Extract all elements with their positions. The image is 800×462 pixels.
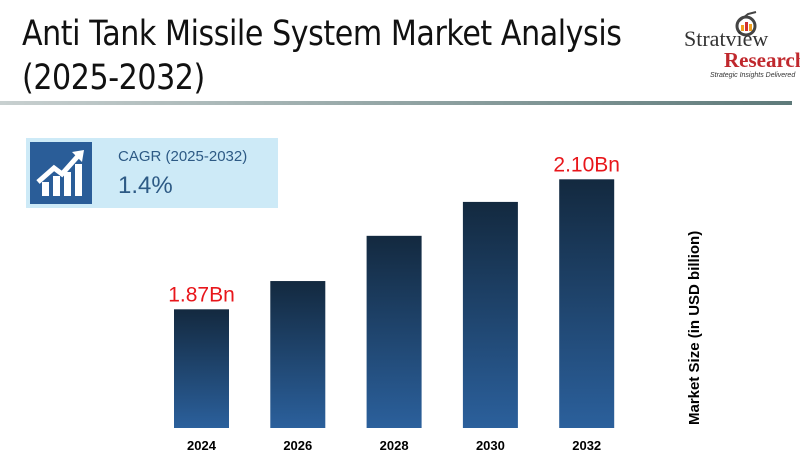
bar-2024 [174,309,229,428]
bar-2028 [366,235,422,428]
bar-2032 [559,179,615,428]
header-divider [0,101,792,105]
growth-chart-icon [30,142,92,204]
magnifier-chart-icon [735,11,757,37]
logo-sub: Research [724,48,800,72]
page-title: Anti Tank Missile System Market Analysis… [22,12,676,100]
logo-name: Stratview [684,26,769,51]
y-axis-label: Market Size (in USD billion) [686,230,703,425]
title-line-1: Anti Tank Missile System Market Analysis [22,14,622,54]
x-tick-label: 2030 [476,438,505,453]
data-label: 1.87Bn [168,283,235,306]
cagr-box: CAGR (2025-2032) 1.4% [26,138,278,208]
cagr-value: 1.4% [118,172,173,199]
x-tick-label: 2032 [572,438,601,453]
x-tick-label: 2028 [380,438,409,453]
stratview-logo: Stratview Research Strategic Insights De… [680,10,800,100]
x-tick-label: 2024 [187,438,217,453]
bar-2026 [270,281,326,428]
bar-2030 [462,201,518,428]
cagr-label: CAGR (2025-2032) [118,148,248,165]
x-tick-label: 2026 [283,438,312,453]
logo-tagline: Strategic Insights Delivered [710,72,796,79]
data-label: 2.10Bn [553,153,620,176]
title-line-2: (2025-2032) [22,58,205,98]
